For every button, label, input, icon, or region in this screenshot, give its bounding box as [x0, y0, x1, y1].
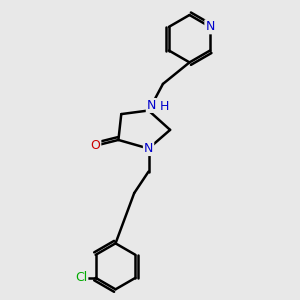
Text: N: N — [205, 20, 215, 33]
Text: N: N — [144, 142, 153, 155]
Text: Cl: Cl — [75, 271, 87, 284]
Text: N: N — [147, 99, 156, 112]
Text: O: O — [91, 139, 100, 152]
Text: H: H — [159, 100, 169, 113]
